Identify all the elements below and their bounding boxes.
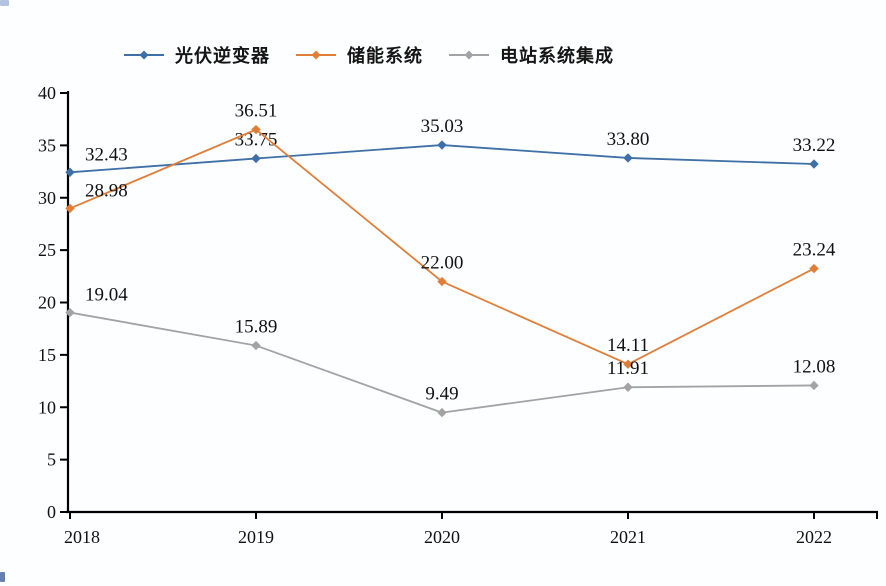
data-point-marker bbox=[251, 153, 261, 164]
y-tick-label: 5 bbox=[47, 450, 56, 470]
data-label: 15.89 bbox=[235, 317, 278, 338]
y-tick-label: 15 bbox=[38, 345, 56, 365]
data-label: 35.03 bbox=[421, 116, 464, 137]
data-label: 22.00 bbox=[421, 253, 464, 274]
y-tick-label: 40 bbox=[38, 83, 56, 103]
legend-line-marker-icon bbox=[124, 50, 164, 60]
data-point-marker bbox=[623, 382, 633, 392]
x-tick-label: 2021 bbox=[610, 527, 646, 547]
data-point-marker bbox=[809, 159, 819, 169]
data-point-marker bbox=[437, 140, 447, 150]
y-tick-label: 0 bbox=[47, 502, 56, 522]
data-point-marker bbox=[65, 307, 75, 318]
x-tick-label: 2018 bbox=[64, 527, 100, 547]
data-point-marker bbox=[65, 203, 75, 214]
crop-artifact-bottom-left bbox=[0, 572, 5, 582]
y-tick-label: 20 bbox=[38, 293, 56, 313]
legend-line-marker-icon bbox=[296, 50, 336, 60]
data-point-marker bbox=[809, 380, 819, 391]
data-label: 33.80 bbox=[607, 129, 650, 150]
legend-label: 储能系统 bbox=[347, 46, 423, 66]
data-point-marker bbox=[623, 153, 633, 163]
data-label: 36.51 bbox=[235, 101, 278, 122]
crop-artifact-top-left bbox=[0, 0, 9, 6]
data-label: 14.11 bbox=[607, 335, 649, 356]
data-label: 32.43 bbox=[85, 144, 128, 165]
data-point-marker bbox=[623, 359, 633, 369]
data-label: 28.98 bbox=[85, 180, 128, 201]
data-point-marker bbox=[437, 276, 447, 287]
data-label: 19.04 bbox=[85, 285, 128, 306]
x-tick-label: 2020 bbox=[424, 527, 460, 547]
data-label: 11.91 bbox=[607, 358, 649, 379]
legend-label: 光伏逆变器 bbox=[175, 46, 270, 66]
x-tick-label: 2022 bbox=[796, 527, 832, 547]
y-tick-label: 35 bbox=[38, 135, 56, 155]
y-tick-label: 25 bbox=[38, 240, 56, 260]
data-point-marker bbox=[251, 124, 261, 135]
legend-item-1: 光伏逆变器 bbox=[124, 42, 270, 68]
x-tick-label: 2019 bbox=[238, 527, 274, 547]
y-tick-label: 30 bbox=[38, 188, 56, 208]
legend-item-2: 储能系统 bbox=[296, 42, 423, 68]
legend-line-marker-icon bbox=[449, 50, 489, 60]
data-point-marker bbox=[437, 407, 447, 418]
legend-item-3: 电站系统集成 bbox=[449, 42, 614, 68]
data-point-marker bbox=[65, 167, 75, 178]
data-label: 33.22 bbox=[793, 135, 836, 156]
legend-label: 电站系统集成 bbox=[500, 46, 614, 66]
data-label: 9.49 bbox=[425, 384, 458, 405]
chart-legend: 光伏逆变器 储能系统 电站系统集成 bbox=[124, 42, 614, 68]
y-tick-label: 10 bbox=[38, 397, 56, 417]
data-label: 12.08 bbox=[793, 356, 836, 377]
data-point-marker bbox=[809, 263, 819, 274]
data-point-marker bbox=[251, 340, 261, 351]
data-label: 23.24 bbox=[793, 240, 836, 261]
